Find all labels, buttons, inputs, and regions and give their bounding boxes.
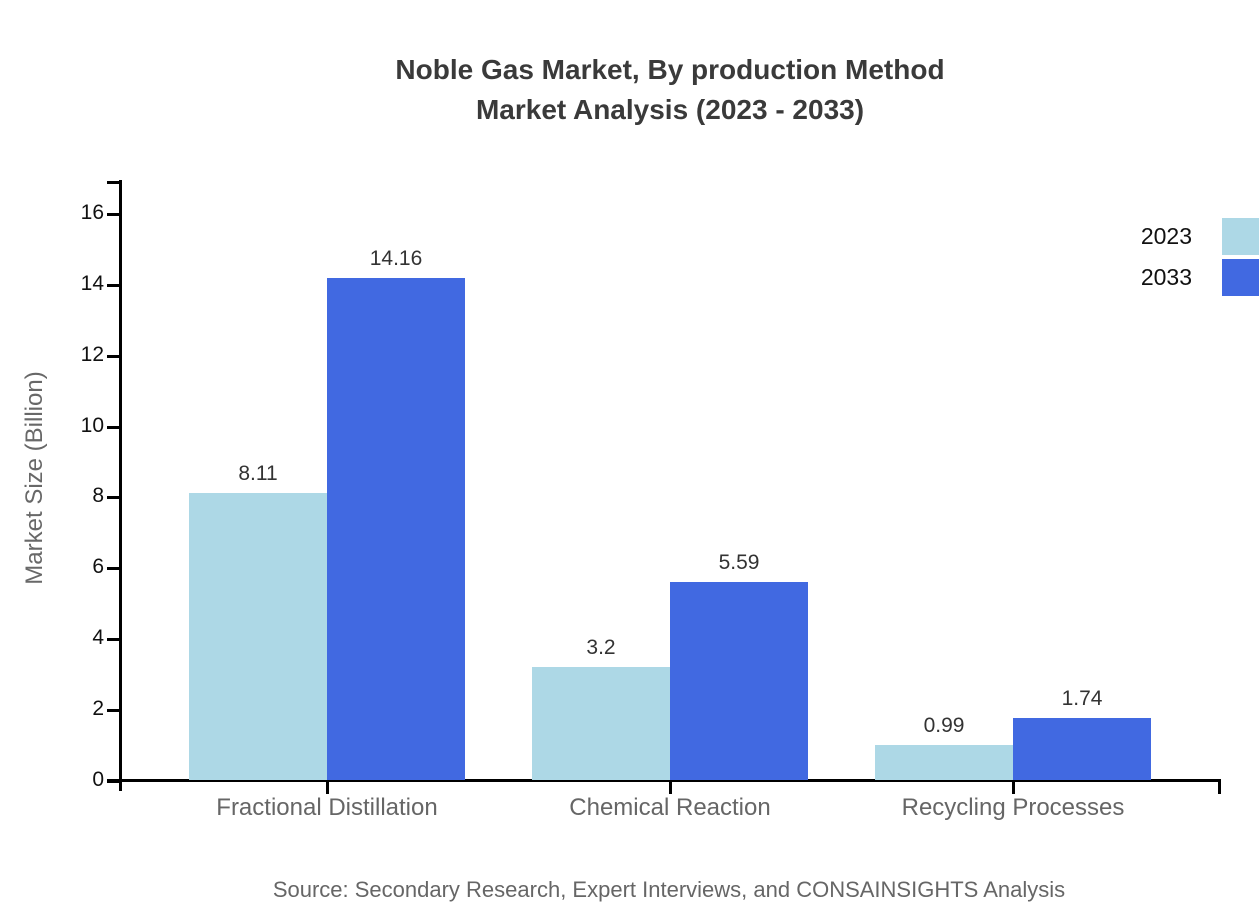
legend-swatch bbox=[1222, 259, 1259, 296]
legend-label: 2023 bbox=[1140, 223, 1192, 249]
bar-2023 bbox=[875, 745, 1013, 780]
x-axis-tick bbox=[326, 781, 329, 794]
x-axis-tick bbox=[1012, 781, 1015, 794]
y-axis-tick bbox=[107, 567, 119, 571]
x-axis-end-tick bbox=[1218, 779, 1221, 794]
bar-2023 bbox=[189, 493, 327, 780]
bar-value-label: 0.99 bbox=[923, 714, 965, 737]
legend-swatch bbox=[1222, 218, 1259, 255]
bar-value-label: 14.16 bbox=[369, 247, 423, 270]
bar-2033 bbox=[327, 278, 465, 780]
chart-title-line1: Noble Gas Market, By production Method bbox=[395, 54, 945, 85]
y-axis-tick bbox=[107, 354, 119, 358]
y-axis-tick bbox=[107, 780, 119, 783]
chart-title: Noble Gas Market, By production Method M… bbox=[80, 50, 1260, 130]
y-axis-tick bbox=[107, 212, 119, 216]
bar-value-label: 5.59 bbox=[718, 551, 760, 574]
bar-value-label: 8.11 bbox=[238, 462, 278, 485]
y-axis-tick-label: 6 bbox=[92, 555, 104, 579]
x-axis-line bbox=[107, 779, 1221, 782]
bar-2023 bbox=[532, 667, 670, 780]
bar-value-label: 3.2 bbox=[586, 636, 616, 659]
x-axis-category-label: Fractional Distillation bbox=[216, 794, 438, 821]
y-axis-tick bbox=[107, 425, 119, 429]
y-axis-tick-label: 2 bbox=[92, 697, 104, 721]
y-axis-tick-label: 8 bbox=[92, 484, 104, 508]
y-axis-line bbox=[119, 180, 122, 791]
y-axis-tick bbox=[107, 283, 119, 287]
x-axis-category-label: Chemical Reaction bbox=[569, 794, 771, 821]
legend-label: 2033 bbox=[1140, 264, 1192, 290]
legend-item: 2023 bbox=[1141, 218, 1259, 255]
y-axis-end-tick bbox=[107, 181, 119, 184]
y-axis-tick bbox=[107, 709, 119, 713]
bar-2033 bbox=[1013, 718, 1151, 780]
chart-title-line2: Market Analysis (2023 - 2033) bbox=[475, 94, 865, 125]
x-axis-tick bbox=[669, 781, 672, 794]
y-axis-tick-label: 10 bbox=[80, 413, 104, 437]
y-axis-tick bbox=[107, 638, 119, 642]
source-note: Source: Secondary Research, Expert Inter… bbox=[272, 877, 1066, 902]
y-axis-tick-label: 0 bbox=[92, 768, 104, 791]
legend-item: 2033 bbox=[1141, 259, 1259, 296]
y-axis-tick-label: 4 bbox=[92, 626, 104, 650]
legend: 2023 2033 bbox=[1141, 218, 1259, 300]
y-axis-tick-label: 12 bbox=[80, 342, 104, 366]
y-axis-tick-label: 14 bbox=[80, 271, 104, 295]
x-axis-category-label: Recycling Processes bbox=[901, 794, 1125, 821]
y-axis-tick-label: 16 bbox=[80, 200, 104, 224]
y-axis-tick bbox=[107, 496, 119, 500]
bar-value-label: 1.74 bbox=[1061, 687, 1103, 710]
bar-2033 bbox=[670, 582, 808, 780]
